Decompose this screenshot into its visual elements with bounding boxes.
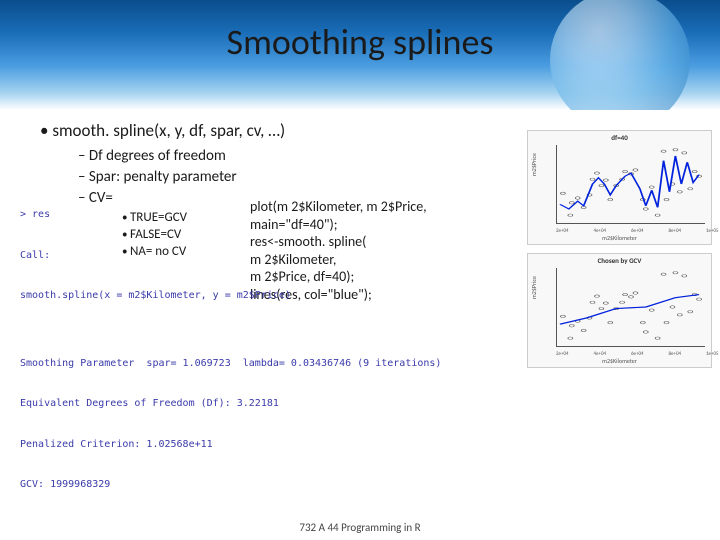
plot1-svg — [557, 145, 705, 223]
plot1-xlab: m2$Kilometer — [528, 234, 711, 242]
plot2-title: Chosen by GCV — [528, 256, 711, 265]
console-output: > res Call: smooth.spline(x = m2$Kilomet… — [20, 181, 441, 505]
footer-text: 732 A 44 Programming in R — [0, 521, 720, 534]
plots-column: df=40 m2$Price m2$Kilometer 2e+044e+046e… — [527, 130, 712, 376]
console-line: Call: — [20, 249, 441, 263]
console-line: smooth.spline(x = m2$Kilometer, y = m2$P… — [20, 289, 441, 303]
plot2-ylab: m2$Price — [530, 276, 538, 299]
plot1-ylab: m2$Price — [530, 153, 538, 176]
console-line: Equivalent Degrees of Freedom (Df): 3.22… — [20, 397, 441, 411]
plot2-xlab: m2$Kilometer — [528, 357, 711, 365]
plot1-title: df=40 — [528, 133, 711, 142]
plot2-area — [556, 268, 705, 347]
console-line: > res — [20, 208, 441, 222]
plot-df40: df=40 m2$Price m2$Kilometer 2e+044e+046e… — [527, 130, 712, 245]
console-line: GCV: 1999968329 — [20, 478, 441, 492]
header-band: Smoothing splines — [0, 0, 720, 110]
slide-title: Smoothing splines — [0, 20, 720, 64]
console-line: Penalized Criterion: 1.02568e+11 — [20, 438, 441, 452]
plot2-svg — [557, 268, 705, 346]
plot1-area — [556, 145, 705, 224]
console-line: Smoothing Parameter spar= 1.069723 lambd… — [20, 357, 441, 371]
plot-gcv: Chosen by GCV m2$Price m2$Kilometer 2e+0… — [527, 253, 712, 368]
